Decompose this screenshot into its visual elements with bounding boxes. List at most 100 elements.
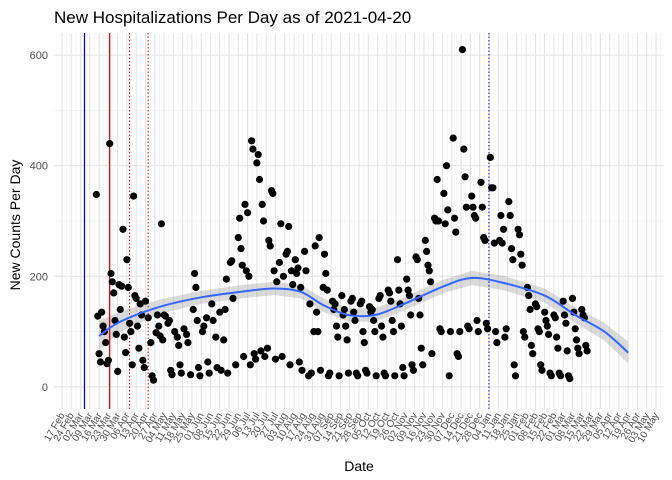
data-point: [442, 162, 451, 170]
data-point: [379, 333, 387, 341]
data-point: [529, 350, 537, 358]
y-axis-title: New Counts Per Day: [7, 160, 23, 291]
data-point: [298, 366, 306, 374]
data-point: [320, 250, 329, 258]
data-point: [261, 352, 269, 361]
data-point: [149, 376, 158, 384]
data-point: [563, 347, 571, 355]
data-point: [183, 330, 191, 338]
data-point: [462, 203, 470, 211]
data-point: [269, 189, 277, 197]
data-point: [205, 369, 213, 377]
data-point: [144, 314, 152, 322]
data-point: [293, 269, 301, 278]
data-point: [537, 361, 545, 369]
data-point: [465, 325, 473, 333]
data-point: [376, 292, 384, 300]
data-point: [322, 269, 330, 278]
data-point: [126, 319, 134, 327]
data-point: [458, 46, 466, 54]
data-point: [499, 225, 508, 233]
data-point: [560, 311, 569, 319]
data-point: [302, 267, 310, 275]
data-point: [216, 308, 224, 316]
data-point: [350, 308, 358, 316]
data-point: [286, 361, 294, 369]
data-point: [583, 347, 591, 355]
y-tick-label: 600: [30, 50, 48, 62]
smooth-trend-line: [98, 276, 629, 354]
data-point: [277, 220, 285, 228]
data-point: [421, 236, 429, 244]
data-point: [446, 328, 455, 336]
data-point: [130, 192, 138, 200]
data-point: [542, 316, 550, 325]
data-point: [208, 300, 216, 308]
data-point: [254, 151, 262, 159]
reference-lines: [83, 33, 490, 409]
data-point: [255, 175, 264, 184]
data-point: [553, 333, 561, 341]
data-point: [331, 300, 339, 308]
data-point: [221, 305, 229, 314]
data-point: [404, 286, 412, 294]
data-point: [391, 372, 399, 380]
data-point: [259, 217, 268, 225]
data-point: [533, 303, 541, 311]
data-point: [506, 211, 514, 220]
data-point: [419, 361, 427, 369]
data-point: [559, 297, 567, 305]
data-point: [224, 369, 232, 377]
data-point: [478, 203, 486, 211]
data-point: [408, 361, 416, 369]
data-point: [511, 372, 520, 380]
data-point: [165, 316, 173, 325]
data-point: [177, 369, 185, 377]
data-point: [270, 267, 278, 275]
data-point: [212, 333, 220, 341]
data-point: [291, 256, 299, 264]
data-point: [461, 173, 469, 181]
data-point: [237, 245, 245, 253]
data-point: [209, 316, 217, 325]
data-point: [486, 153, 494, 161]
data-point: [283, 247, 291, 255]
data-point: [425, 267, 433, 275]
data-point: [428, 350, 436, 358]
data-point: [98, 308, 106, 316]
data-point: [568, 294, 577, 302]
data-point: [509, 256, 517, 264]
data-point: [578, 305, 586, 314]
data-point: [562, 319, 570, 327]
data-point: [295, 358, 303, 366]
data-point: [127, 328, 135, 336]
data-point: [116, 305, 124, 314]
data-point: [234, 234, 242, 242]
data-point: [433, 175, 441, 184]
data-point: [265, 236, 273, 244]
data-point: [521, 333, 529, 341]
data-point: [287, 267, 295, 275]
data-point: [507, 245, 516, 253]
data-point: [440, 189, 448, 197]
data-point: [351, 316, 359, 325]
data-point: [279, 272, 287, 280]
data-point: [193, 316, 201, 325]
data-point: [481, 236, 489, 244]
data-point: [371, 328, 379, 336]
data-point: [535, 328, 543, 336]
data-point: [244, 209, 252, 217]
data-point: [200, 322, 208, 330]
data-point: [435, 217, 443, 225]
data-point: [519, 328, 528, 336]
data-point: [572, 336, 581, 344]
data-point: [136, 300, 144, 308]
data-point: [184, 339, 192, 347]
data-point: [313, 308, 321, 316]
data-point: [473, 316, 481, 325]
data-point: [441, 220, 449, 228]
data-point: [297, 283, 305, 291]
data-point: [159, 336, 167, 344]
data-point: [363, 369, 371, 377]
